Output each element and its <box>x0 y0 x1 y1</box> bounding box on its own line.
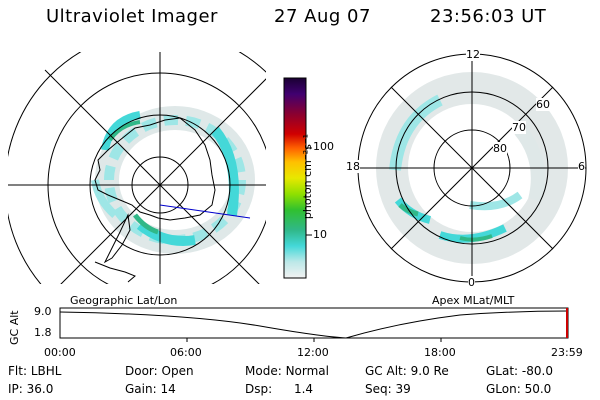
colorbar <box>283 77 312 279</box>
flt-label: Flt: <box>8 364 27 378</box>
gcalt-value: 9.0 Re <box>410 364 449 378</box>
time-label: 23:56:03 UT <box>430 6 547 27</box>
glat-label: GLat: <box>486 364 519 378</box>
info-gain: Gain: 14 <box>125 382 176 396</box>
altitude-curve <box>59 310 569 339</box>
door-label: Door: <box>125 364 158 378</box>
dsp-label: Dsp: <box>245 382 273 396</box>
timeline-xtick-1200: 12:00 <box>297 346 329 359</box>
seq-label: Seq: <box>365 382 392 396</box>
timeline-ytick-high: 9.0 <box>34 305 52 318</box>
flt-value: LBHL <box>30 364 62 378</box>
orbit-track <box>159 204 251 219</box>
seq-value: 39 <box>395 382 411 396</box>
glon-label: GLon: <box>486 382 521 396</box>
colorbar-tick-10: 10 <box>313 228 327 241</box>
mlat-label-60: 60 <box>536 98 550 111</box>
ip-label: IP: <box>8 382 23 396</box>
timeline-xtick-0600: 06:00 <box>170 346 202 359</box>
mlt-label-18: 18 <box>346 160 360 173</box>
door-value: Open <box>161 364 194 378</box>
info-glon: GLon: 50.0 <box>486 382 551 396</box>
info-seq: Seq: 39 <box>365 382 411 396</box>
mlt-label-0: 0 <box>468 276 475 289</box>
info-door: Door: Open <box>125 364 194 378</box>
mode-value: Normal <box>285 364 329 378</box>
meridian-lines <box>8 52 266 284</box>
info-ip: IP: 36.0 <box>8 382 53 396</box>
timeline-ylabel: GC Alt <box>8 310 21 345</box>
info-flt: Flt: LBHL <box>8 364 61 378</box>
south-america-coast <box>94 261 136 283</box>
glon-value: 50.0 <box>524 382 552 396</box>
mlt-lines <box>358 54 586 282</box>
timeline-xtick-2359: 23:59 <box>551 346 583 359</box>
mlt-label-6: 6 <box>578 160 585 173</box>
coastline <box>94 117 216 221</box>
date-label: 27 Aug 07 <box>274 6 371 27</box>
gain-value: 14 <box>160 382 176 396</box>
info-dsp: Dsp: 1.4 <box>245 382 313 396</box>
mlt-label-12: 12 <box>466 48 480 61</box>
colorbar-tick-100: 100 <box>313 140 334 153</box>
mlat-label-80: 80 <box>493 142 507 155</box>
right-panel-caption: Apex MLat/MLT <box>432 294 515 307</box>
timeline-xtick-1800: 18:00 <box>424 346 456 359</box>
info-gcalt: GC Alt: 9.0 Re <box>365 364 449 378</box>
timeline-xtick-0000: 00:00 <box>44 346 76 359</box>
glat-value: -80.0 <box>521 364 553 378</box>
gcalt-label: GC Alt: <box>365 364 407 378</box>
gain-label: Gain: <box>125 382 157 396</box>
dsp-value: 1.4 <box>293 382 314 396</box>
peninsula-coast <box>103 213 131 264</box>
mlat-label-70: 70 <box>512 121 526 134</box>
ip-value: 36.0 <box>26 382 54 396</box>
info-mode: Mode: Normal <box>245 364 329 378</box>
timeline-ytick-low: 1.8 <box>34 326 52 339</box>
info-glat: GLat: -80.0 <box>486 364 553 378</box>
instrument-title: Ultraviolet Imager <box>46 6 218 27</box>
left-panel-caption: Geographic Lat/Lon <box>70 294 178 307</box>
mode-label: Mode: <box>245 364 282 378</box>
